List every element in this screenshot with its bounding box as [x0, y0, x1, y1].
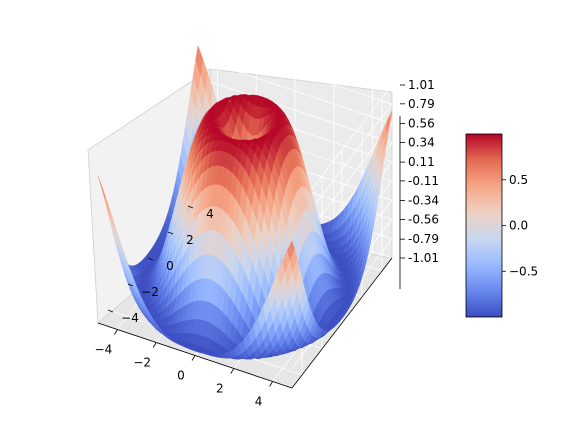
colorbar: 0.5 0.0 −0.5 — [465, 133, 538, 318]
z-tick-label: -0.11 — [408, 174, 439, 188]
colorbar-gradient — [465, 133, 503, 318]
z-tick-label: 0.11 — [408, 155, 435, 169]
z-tick-label: 0.79 — [408, 97, 435, 111]
x-tick-label: 0 — [177, 369, 185, 383]
y-tick-mark — [187, 205, 194, 209]
x-tick-mark — [152, 342, 157, 348]
z-tick-label: 0.56 — [408, 117, 435, 131]
y-tick-mark — [167, 231, 174, 235]
colorbar-tick-label: 0.5 — [509, 173, 528, 187]
z-tick-label: -0.56 — [408, 212, 439, 226]
y-tick-label: 2 — [186, 233, 194, 247]
x-tick-label: 4 — [255, 395, 263, 409]
x-tick-label: −2 — [133, 356, 151, 370]
surface-patch — [97, 175, 106, 199]
y-tick-mark — [127, 283, 134, 287]
x-tick-mark — [191, 355, 196, 361]
y-tick-label: −2 — [141, 285, 159, 299]
x-tick-label: 2 — [216, 382, 224, 396]
x-tick-mark — [269, 381, 273, 387]
colorbar-tick-label: −0.5 — [509, 264, 538, 278]
z-tick-label: 1.01 — [408, 78, 435, 92]
z-grid-line — [197, 38, 393, 235]
x-axis: −4 −2 0 2 4 — [95, 322, 293, 409]
x-tick-mark — [114, 329, 118, 335]
y-tick-label: −4 — [121, 311, 139, 325]
x-tick-mark — [230, 368, 235, 374]
y-tick-mark — [107, 309, 114, 313]
z-grid-line — [197, 19, 393, 216]
z-tick-label: -0.79 — [408, 232, 439, 246]
y-tick-label: 4 — [206, 207, 214, 221]
z-tick-label: -1.01 — [408, 251, 439, 265]
x-tick-label: −4 — [95, 343, 113, 357]
z-tick-label: 0.34 — [408, 135, 435, 149]
colorbar-tick-label: 0.0 — [509, 219, 528, 233]
y-axis-line — [291, 257, 393, 389]
y-tick-mark — [147, 257, 154, 261]
z-tick-label: -0.34 — [408, 194, 439, 208]
surface-plot — [97, 45, 393, 360]
y-tick-label: 0 — [166, 259, 174, 273]
z-axis: 1.01 0.79 0.56 0.34 0.11 -0.11 -0.34 -0.56 -0.79… — [399, 78, 439, 289]
z-grid-line — [197, 58, 393, 254]
